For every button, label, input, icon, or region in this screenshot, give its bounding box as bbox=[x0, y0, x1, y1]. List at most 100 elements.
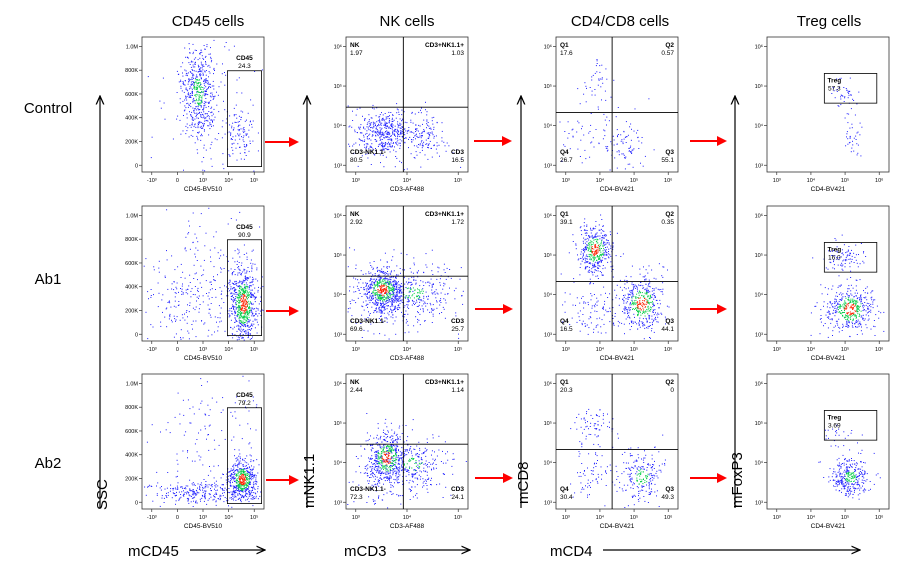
event-dot bbox=[631, 153, 633, 154]
event-dot bbox=[199, 304, 201, 305]
event-dot bbox=[185, 236, 187, 238]
event-dot bbox=[832, 250, 834, 252]
event-dot bbox=[255, 307, 257, 309]
y-tick-label: 10⁵ bbox=[334, 252, 342, 259]
event-dot bbox=[588, 262, 590, 264]
row-label-ab1: Ab1 bbox=[35, 271, 62, 288]
event-dot bbox=[243, 323, 245, 325]
event-dot bbox=[192, 76, 194, 78]
event-dot bbox=[836, 256, 838, 258]
event-dot bbox=[429, 140, 431, 142]
event-dot bbox=[636, 293, 638, 295]
event-dot bbox=[245, 298, 246, 300]
event-dot bbox=[846, 251, 848, 253]
event-dot bbox=[214, 247, 216, 249]
event-dot bbox=[373, 122, 375, 124]
event-dot bbox=[590, 113, 592, 114]
event-dot bbox=[252, 284, 254, 286]
event-dot bbox=[631, 128, 632, 130]
event-dot bbox=[668, 306, 670, 308]
event-dot bbox=[408, 291, 410, 293]
event-dot bbox=[370, 279, 371, 281]
event-dot bbox=[603, 230, 605, 232]
event-dot bbox=[397, 109, 399, 111]
event-dot bbox=[239, 152, 241, 154]
event-dot bbox=[584, 246, 586, 248]
event-dot bbox=[240, 288, 242, 290]
event-dot bbox=[401, 311, 402, 313]
event-dot bbox=[256, 321, 258, 323]
event-dot bbox=[210, 58, 212, 60]
event-dot bbox=[382, 306, 384, 308]
event-dot bbox=[224, 285, 225, 287]
event-dot bbox=[386, 286, 388, 288]
event-dot bbox=[380, 309, 381, 311]
event-dot bbox=[191, 324, 193, 325]
event-dot bbox=[241, 271, 243, 273]
event-dot bbox=[594, 310, 596, 312]
event-dot bbox=[247, 311, 249, 313]
event-dot bbox=[858, 254, 859, 255]
event-dot bbox=[372, 131, 374, 133]
event-dot bbox=[870, 292, 872, 294]
event-dot bbox=[594, 244, 596, 246]
event-dot bbox=[386, 148, 388, 150]
event-dot bbox=[842, 315, 844, 317]
event-dot bbox=[369, 123, 371, 125]
event-dot bbox=[632, 149, 634, 151]
event-dot bbox=[202, 57, 204, 59]
event-dot bbox=[184, 313, 185, 315]
event-dot bbox=[592, 251, 594, 252]
y-tick-label: 10³ bbox=[544, 332, 552, 338]
event-dot bbox=[247, 300, 249, 302]
event-dot bbox=[216, 91, 217, 93]
event-dot bbox=[590, 250, 592, 252]
event-dot bbox=[373, 283, 375, 285]
event-dot bbox=[347, 266, 349, 268]
event-dot bbox=[427, 124, 428, 126]
event-dot bbox=[391, 301, 393, 303]
event-dot bbox=[250, 292, 252, 294]
event-dot bbox=[591, 248, 593, 250]
event-dot bbox=[193, 74, 195, 76]
event-dot bbox=[195, 256, 196, 258]
event-dot bbox=[182, 83, 184, 85]
event-dot bbox=[444, 317, 446, 319]
event-dot bbox=[586, 241, 588, 243]
event-dot bbox=[373, 261, 375, 262]
event-dot bbox=[828, 250, 830, 252]
event-dot bbox=[185, 80, 186, 82]
event-dot bbox=[195, 78, 197, 80]
event-dot bbox=[368, 119, 370, 121]
event-dot bbox=[387, 285, 389, 287]
event-dot bbox=[369, 294, 371, 296]
event-dot bbox=[369, 287, 370, 289]
gate-box bbox=[823, 73, 878, 104]
event-dot bbox=[581, 297, 582, 299]
event-dot bbox=[633, 296, 635, 298]
event-dot bbox=[211, 59, 213, 61]
event-dot bbox=[648, 314, 650, 316]
event-dot bbox=[649, 291, 651, 293]
gate-percent: 24.3 bbox=[238, 63, 251, 70]
event-dot bbox=[600, 326, 602, 328]
event-dot bbox=[420, 112, 422, 114]
event-dot bbox=[385, 131, 387, 132]
event-dot bbox=[208, 118, 210, 120]
event-dot bbox=[238, 268, 240, 270]
event-dot bbox=[407, 301, 409, 303]
event-dot bbox=[196, 237, 198, 239]
event-dot bbox=[637, 303, 639, 305]
event-dot bbox=[387, 301, 389, 303]
event-dot bbox=[584, 262, 586, 264]
event-dot bbox=[377, 289, 379, 291]
event-dot bbox=[397, 282, 398, 284]
event-dot bbox=[385, 317, 387, 319]
event-dot bbox=[357, 279, 359, 281]
event-dot bbox=[239, 305, 241, 307]
event-dot bbox=[627, 296, 629, 298]
event-dot bbox=[192, 94, 193, 96]
event-dot bbox=[622, 141, 624, 143]
event-dot bbox=[234, 292, 236, 293]
event-dot bbox=[601, 64, 603, 66]
